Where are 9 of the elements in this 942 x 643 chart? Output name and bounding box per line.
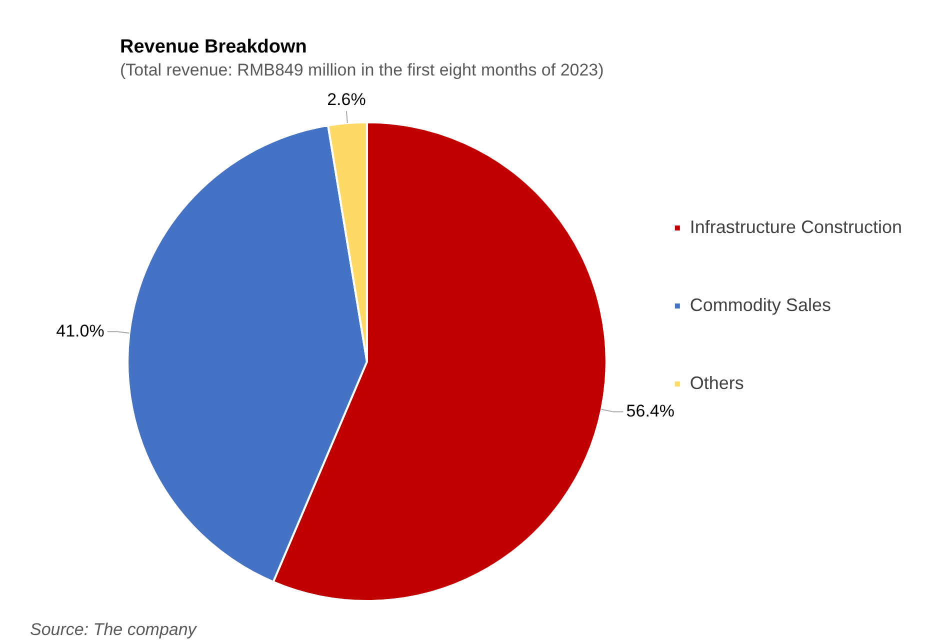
chart-title: Revenue Breakdown: [120, 36, 307, 58]
data-label: 41.0%: [56, 321, 104, 340]
data-label: 56.4%: [626, 401, 674, 420]
data-label: 2.6%: [327, 90, 366, 110]
source-note: Source: The company: [30, 620, 196, 640]
legend-label: Infrastructure Construction: [690, 216, 902, 237]
legend-label: Commodity Sales: [690, 294, 831, 315]
chart-subtitle: (Total revenue: RMB849 million in the first eight months of 2023): [120, 60, 604, 80]
legend-label: Others: [690, 372, 744, 393]
